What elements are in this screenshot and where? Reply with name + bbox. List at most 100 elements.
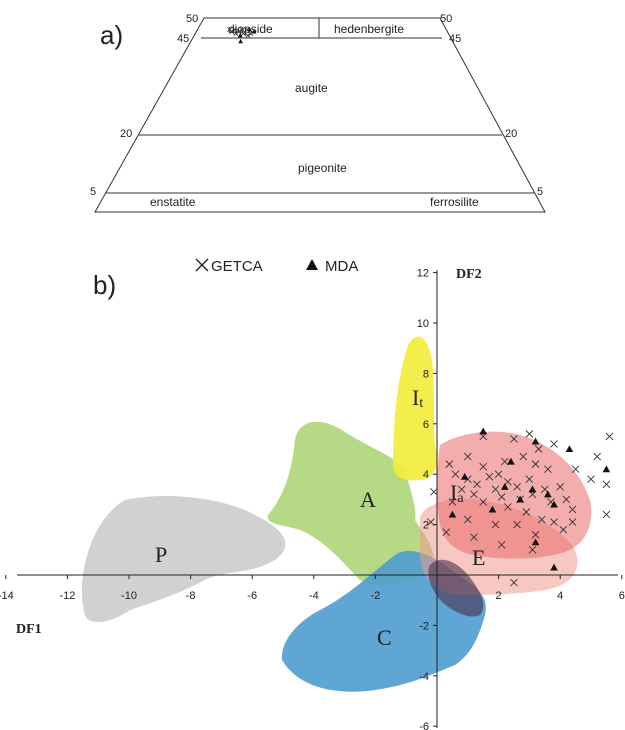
mda-point bbox=[602, 465, 611, 473]
legend-triangle-marker bbox=[306, 259, 318, 270]
ternary-getca-point bbox=[236, 29, 242, 35]
getca-point bbox=[494, 470, 503, 479]
mda-point bbox=[565, 445, 574, 453]
y-tick-label: -4 bbox=[419, 671, 429, 683]
y-tick-label: 8 bbox=[423, 368, 429, 380]
mda-point bbox=[544, 490, 552, 498]
getca-point bbox=[519, 452, 528, 461]
getca-point bbox=[497, 540, 506, 549]
getca-point bbox=[531, 460, 540, 468]
getca-point bbox=[470, 490, 478, 499]
getca-point bbox=[525, 430, 534, 438]
field-Ia-region bbox=[437, 431, 592, 559]
mda-point bbox=[507, 457, 515, 465]
legend-x-marker bbox=[195, 258, 209, 272]
y-tick-label: 2 bbox=[423, 520, 429, 532]
ternary-mda-point bbox=[251, 29, 257, 34]
ternary-mda-point bbox=[237, 33, 243, 38]
scale-right-5: 5 bbox=[537, 186, 543, 198]
y-tick-label: 6 bbox=[423, 419, 429, 431]
getca-point bbox=[500, 457, 509, 466]
getca-point bbox=[463, 515, 472, 524]
getca-point bbox=[528, 545, 537, 554]
getca-point bbox=[550, 440, 558, 448]
getca-point bbox=[491, 520, 500, 529]
getca-point bbox=[562, 495, 571, 504]
ternary-getca-point bbox=[240, 31, 246, 37]
mda-point bbox=[448, 510, 457, 518]
scale-left-20: 20 bbox=[120, 128, 132, 140]
panel-a: a) 50 50 45 45 20 20 5 5 diopside hedenb… bbox=[90, 13, 546, 213]
y-tick-label: -6 bbox=[419, 721, 429, 730]
panel-a-label: a) bbox=[100, 20, 123, 50]
field-label-Ia-main: I bbox=[450, 480, 457, 505]
y-tick-label: -2 bbox=[419, 620, 429, 632]
field-P-region bbox=[81, 495, 286, 622]
panel-b: b) GETCA MDA P A It Ia E C DF1 DF2 -14-1… bbox=[0, 258, 625, 730]
ternary-getca-point bbox=[248, 31, 254, 37]
getca-point bbox=[593, 452, 601, 461]
getca-point bbox=[513, 482, 521, 491]
field-label-It-main: I bbox=[412, 385, 419, 410]
mda-point bbox=[479, 427, 487, 435]
field-It-region bbox=[393, 336, 438, 481]
scale-right-20: 20 bbox=[505, 128, 517, 140]
getca-point bbox=[602, 480, 611, 489]
getca-point bbox=[605, 432, 614, 441]
y-axis-title: DF2 bbox=[456, 267, 482, 282]
ternary-getca-point bbox=[233, 31, 239, 37]
field-label-A: A bbox=[360, 487, 376, 512]
x-tick-label: -14 bbox=[0, 590, 14, 602]
field-enstatite: enstatite bbox=[150, 195, 196, 209]
getca-point bbox=[559, 525, 568, 534]
pyroxene-quadrilateral bbox=[94, 17, 546, 213]
getca-point bbox=[568, 518, 577, 526]
mda-point bbox=[528, 485, 537, 493]
ternary-getca-point bbox=[245, 32, 251, 38]
mda-point bbox=[531, 538, 540, 546]
legend-mda-label: MDA bbox=[325, 258, 358, 275]
field-ferrosilite: ferrosilite bbox=[430, 195, 479, 209]
getca-point bbox=[510, 578, 518, 587]
x-tick-label: -2 bbox=[371, 590, 381, 602]
field-augite: augite bbox=[295, 81, 328, 95]
getca-point bbox=[491, 485, 500, 494]
getca-point bbox=[550, 518, 558, 526]
getca-point bbox=[427, 518, 435, 526]
getca-point bbox=[531, 530, 540, 539]
panel-b-label: b) bbox=[93, 270, 116, 300]
getca-point bbox=[470, 533, 478, 542]
getca-point bbox=[504, 477, 512, 486]
field-label-It-sub: t bbox=[419, 396, 423, 411]
getca-point bbox=[568, 505, 577, 514]
mda-point bbox=[531, 437, 540, 445]
getca-point bbox=[479, 462, 488, 471]
mda-point bbox=[488, 505, 497, 513]
getca-point bbox=[504, 503, 512, 511]
x-tick-label: 6 bbox=[619, 590, 625, 602]
legend: GETCA MDA bbox=[195, 258, 358, 275]
ternary-getca-point bbox=[228, 29, 235, 35]
field-A-region bbox=[267, 421, 434, 586]
getca-point bbox=[473, 480, 481, 489]
scale-top-right: 50 bbox=[440, 13, 452, 25]
ternary-getca-point bbox=[232, 27, 238, 33]
getca-point bbox=[587, 475, 595, 484]
field-label-It: It bbox=[412, 385, 423, 411]
y-tick-label: 10 bbox=[417, 318, 429, 330]
getca-point bbox=[497, 493, 506, 501]
ternary-mda-point bbox=[247, 27, 253, 32]
mda-point bbox=[500, 483, 509, 490]
ternary-mda-point bbox=[238, 38, 244, 44]
ternary-getca-point bbox=[239, 27, 245, 33]
axis-ticks: -14 -12 -10 -8 -6 -4 -2 2 4 6 -6 -4 -2 2 4 6 8 10 12 bbox=[0, 268, 625, 730]
field-overlap-dark bbox=[428, 559, 484, 617]
x-tick-label: 4 bbox=[557, 590, 563, 602]
getca-point bbox=[445, 460, 454, 468]
getca-point bbox=[485, 472, 494, 481]
x-tick-label: -10 bbox=[121, 590, 137, 602]
getca-point bbox=[525, 475, 534, 484]
getca-point bbox=[556, 482, 565, 491]
mda-point bbox=[550, 563, 558, 571]
